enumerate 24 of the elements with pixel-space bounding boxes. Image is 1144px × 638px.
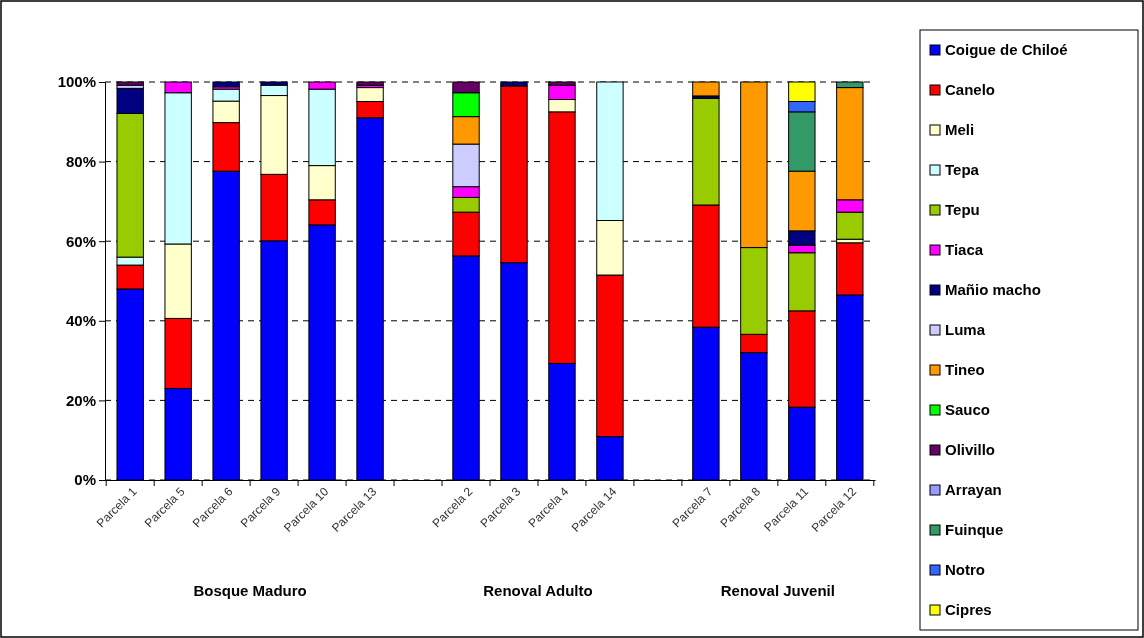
legend-label: Luma	[945, 321, 986, 338]
text: Renoval Juvenil	[720, 582, 835, 599]
legend-label: Tineo	[945, 361, 985, 378]
legend-label: Mañio macho	[945, 281, 1041, 298]
y-tick-label: 80%	[65, 152, 96, 170]
legend-label: Olivillo	[945, 441, 996, 458]
legend-label: Tiaca	[945, 241, 984, 258]
legend-label: Coigue de Chiloé	[945, 41, 1068, 58]
legend-label: Notro	[945, 561, 985, 578]
legend-label: Canelo	[945, 81, 996, 98]
text: Bosque Maduro	[193, 582, 307, 599]
text: Renoval Adulto	[483, 582, 593, 599]
legend-label: Meli	[945, 121, 975, 138]
y-tick-label: 0%	[74, 471, 96, 489]
legend-label: Sauco	[945, 401, 991, 418]
legend-label: Cipres	[945, 601, 992, 618]
y-tick-label: 20%	[65, 391, 96, 409]
legend-label: Arrayan	[945, 481, 1002, 498]
legend-label: Fuinque	[945, 521, 1004, 538]
y-tick-label: 40%	[65, 312, 96, 330]
legend-label: Tepa	[945, 161, 980, 178]
y-tick-label: 100%	[57, 73, 96, 91]
y-tick-label: 60%	[65, 232, 96, 250]
legend-label: Tepu	[945, 201, 980, 218]
